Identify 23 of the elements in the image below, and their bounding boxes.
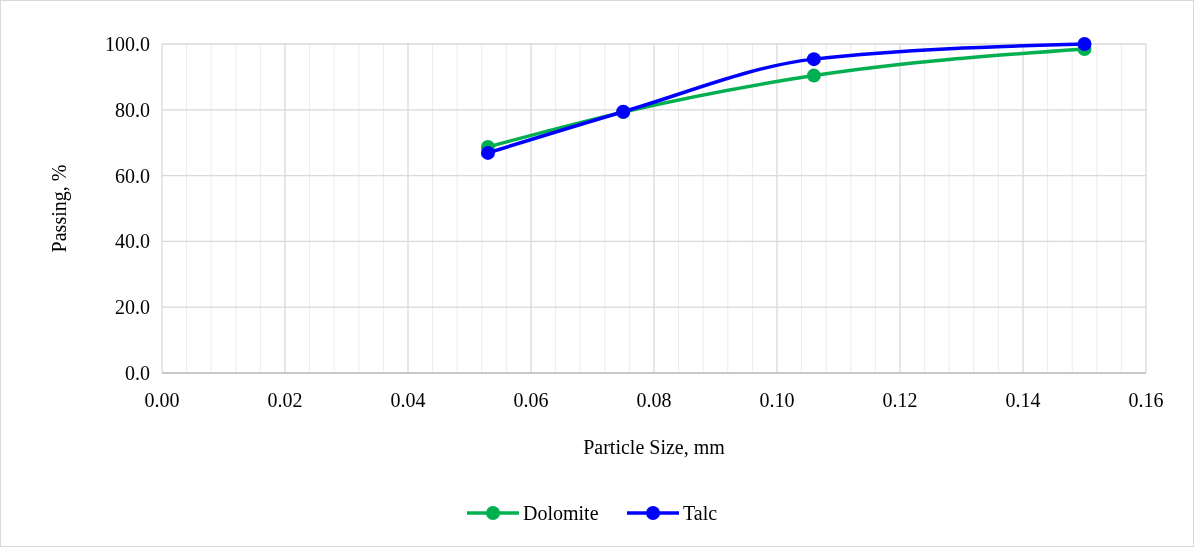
x-tick-label: 0.04 xyxy=(390,389,426,411)
point xyxy=(1077,37,1092,51)
y-tick-label: 100.0 xyxy=(105,33,150,55)
point xyxy=(806,68,821,83)
y-tick-label: 0.0 xyxy=(125,362,150,384)
x-tick-label: 0.08 xyxy=(636,389,672,411)
point xyxy=(480,145,495,160)
y-tick-label: 40.0 xyxy=(115,230,150,253)
x-tick-label: 0.14 xyxy=(1005,389,1041,411)
x-axis-title: Particle Size, mm xyxy=(583,436,726,458)
x-tick-label: 0.12 xyxy=(882,389,918,411)
legend-label: Talc xyxy=(683,502,718,524)
y-tick-label: 80.0 xyxy=(115,98,150,121)
x-tick-label: 0.00 xyxy=(144,389,180,411)
y-tick-label: 20.0 xyxy=(115,296,150,319)
legend-label: Dolomite xyxy=(523,502,599,524)
x-tick-label: 0.02 xyxy=(267,389,303,411)
x-tick-label: 0.06 xyxy=(513,389,549,411)
y-axis-title: Passing, % xyxy=(48,164,71,253)
y-tick-label: 60.0 xyxy=(115,164,150,187)
point xyxy=(806,52,821,67)
x-tick-label: 0.16 xyxy=(1128,389,1164,411)
x-tick-label: 0.10 xyxy=(759,389,795,411)
